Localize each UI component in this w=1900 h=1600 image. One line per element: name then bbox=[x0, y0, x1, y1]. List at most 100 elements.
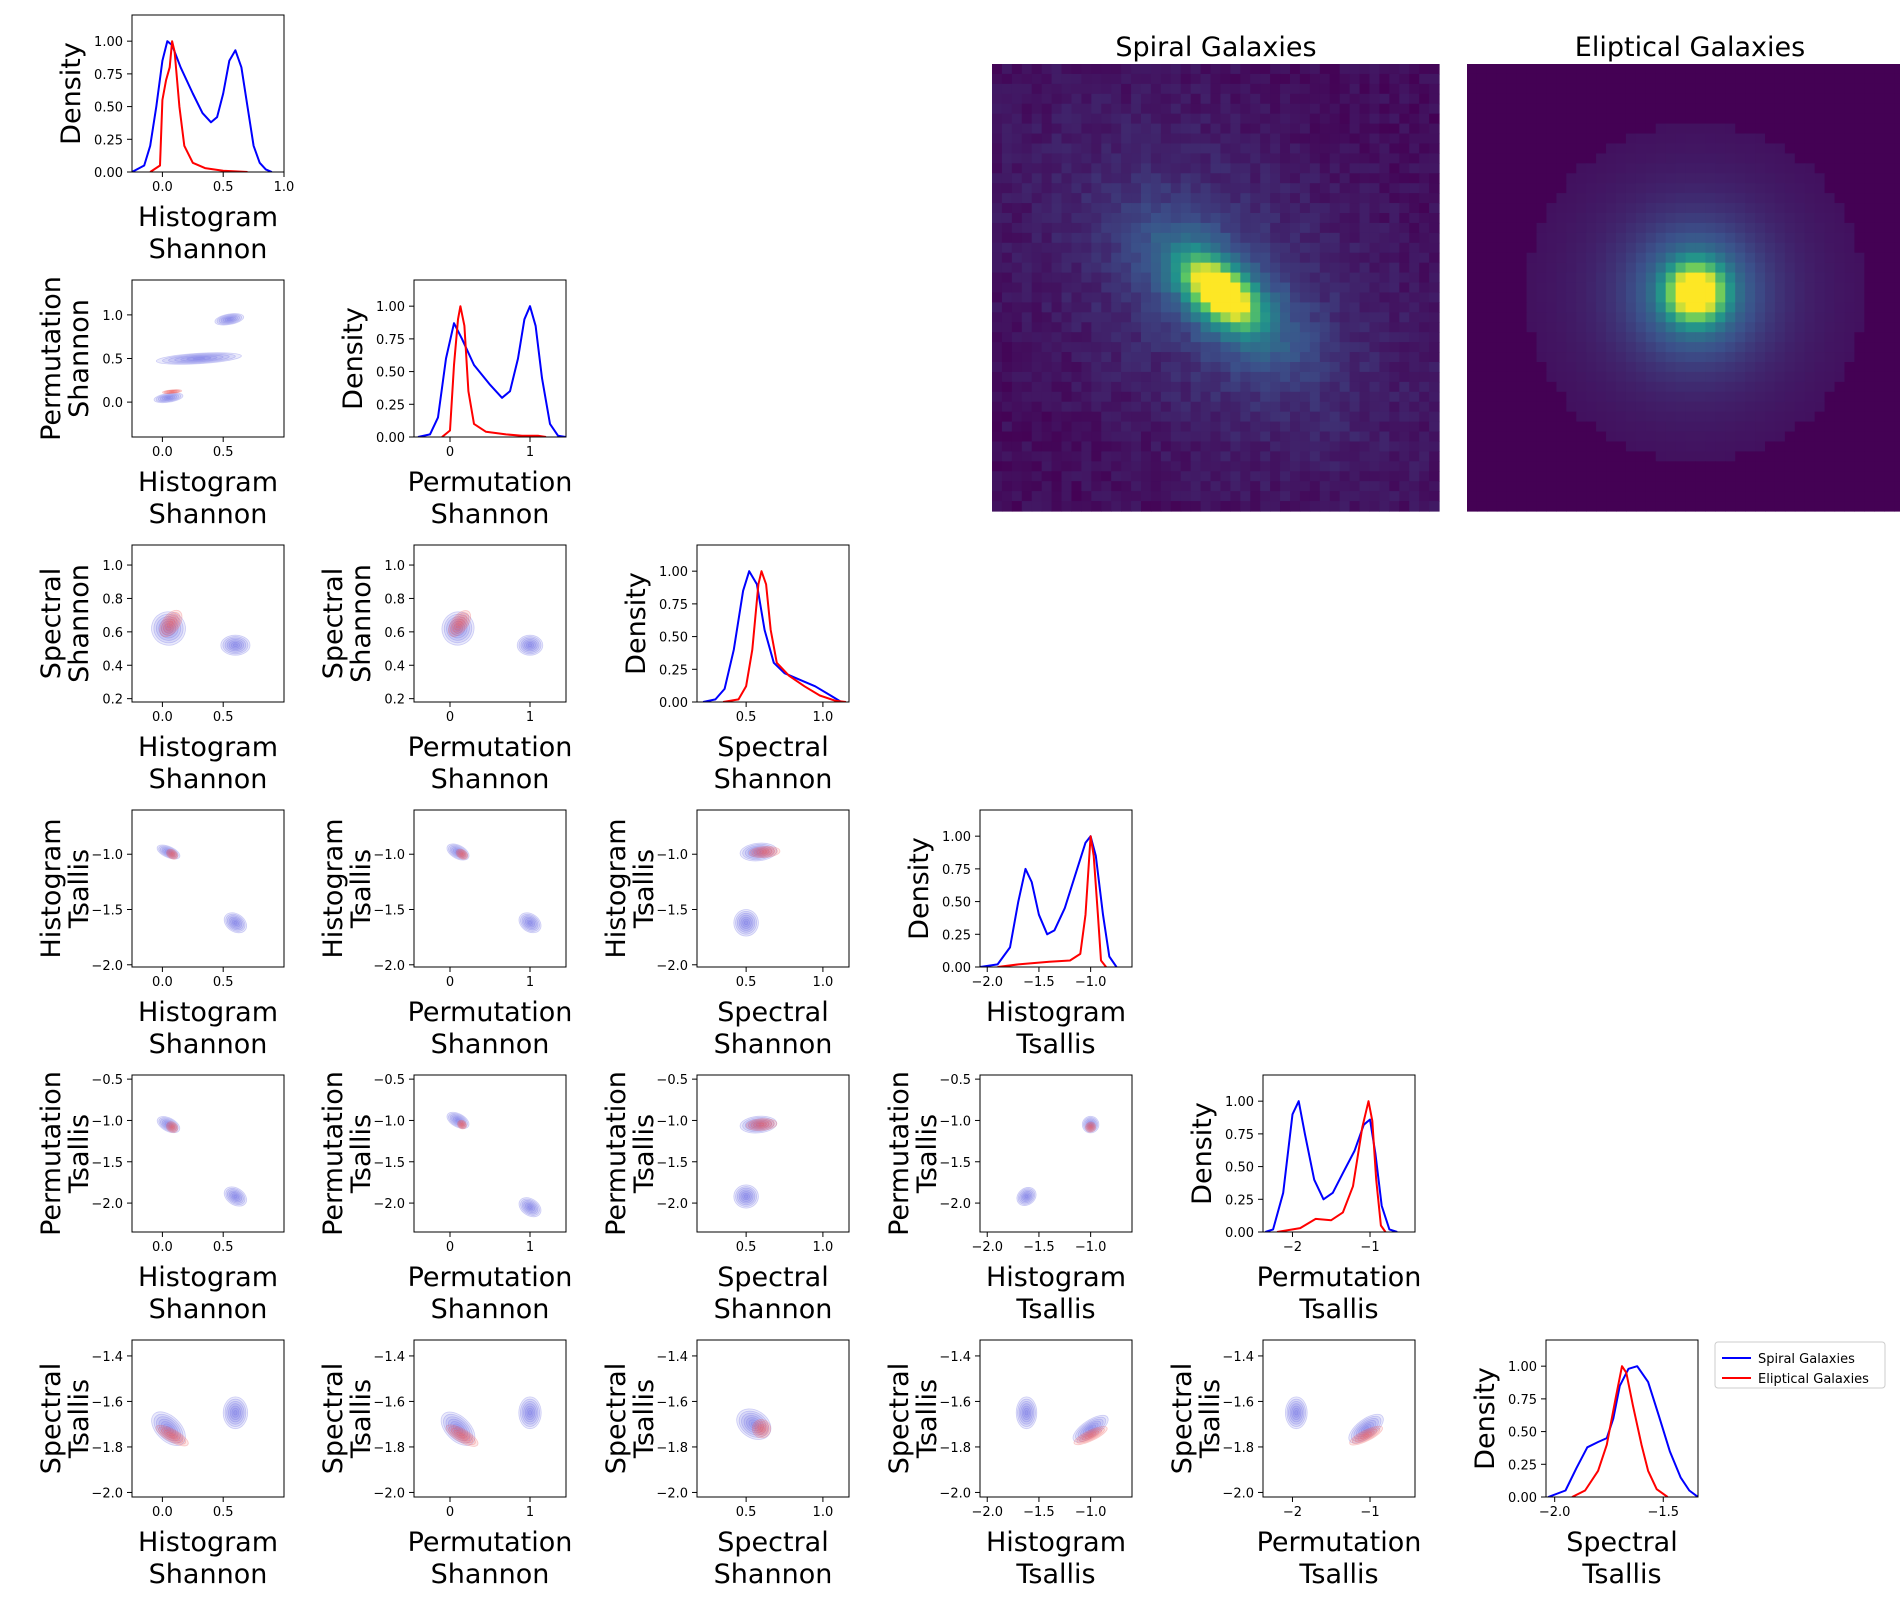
elliptical-pixel bbox=[1576, 83, 1587, 95]
spiral-pixel bbox=[1260, 222, 1271, 234]
spiral-pixel bbox=[1051, 501, 1063, 512]
elliptical-pixel bbox=[1486, 371, 1498, 383]
spiral-pixel bbox=[1280, 222, 1291, 234]
panel-r4-c1-kde-contour-spiral bbox=[454, 1117, 462, 1124]
spiral-pixel bbox=[1051, 431, 1063, 443]
spiral-pixel bbox=[1071, 501, 1082, 512]
spiral-pixel bbox=[1309, 312, 1321, 323]
spiral-pixel bbox=[1150, 153, 1162, 164]
spiral-pixel bbox=[1081, 391, 1092, 403]
spiral-pixel bbox=[1160, 431, 1172, 443]
spiral-pixel bbox=[1111, 262, 1122, 274]
spiral-pixel bbox=[1141, 143, 1152, 154]
spiral-pixel bbox=[1021, 232, 1033, 244]
spiral-pixel bbox=[1021, 302, 1033, 313]
spiral-pixel bbox=[1131, 83, 1142, 95]
elliptical-pixel bbox=[1854, 342, 1865, 353]
panel-r5-c4-ytick-label: −1.6 bbox=[1222, 1395, 1254, 1410]
spiral-pixel bbox=[1419, 441, 1430, 452]
elliptical-pixel bbox=[1705, 371, 1716, 383]
elliptical-pixel bbox=[1854, 193, 1865, 204]
elliptical-pixel bbox=[1467, 282, 1478, 294]
panel-r2-c2-ytick-label: 0.25 bbox=[659, 663, 688, 678]
elliptical-pixel bbox=[1884, 232, 1895, 244]
panel-r4-c3-kde-contour-elliptical bbox=[1087, 1124, 1094, 1131]
spiral-pixel bbox=[992, 83, 1003, 95]
spiral-pixel bbox=[1160, 411, 1172, 423]
elliptical-pixel bbox=[1616, 302, 1627, 313]
elliptical-pixel bbox=[1616, 272, 1627, 284]
elliptical-pixel bbox=[1715, 451, 1726, 462]
spiral-pixel bbox=[1111, 272, 1122, 284]
elliptical-pixel bbox=[1794, 93, 1806, 105]
panel-r4-c3-kde-contour-elliptical bbox=[1089, 1125, 1092, 1129]
elliptical-pixel bbox=[1725, 232, 1736, 244]
spiral-pixel bbox=[1329, 322, 1341, 333]
elliptical-pixel bbox=[1814, 362, 1826, 373]
panel-r4-c0-ytick-label: −1.0 bbox=[91, 1114, 123, 1129]
elliptical-pixel bbox=[1675, 332, 1687, 343]
spiral-pixel bbox=[1131, 73, 1142, 85]
spiral-pixel bbox=[1240, 451, 1251, 462]
elliptical-pixel bbox=[1665, 83, 1677, 95]
elliptical-pixel bbox=[1536, 123, 1548, 135]
elliptical-pixel bbox=[1576, 362, 1587, 373]
spiral-pixel bbox=[1250, 64, 1261, 75]
spiral-pixel bbox=[1250, 471, 1261, 482]
spiral-pixel bbox=[1290, 143, 1301, 154]
panel-r4-c3-ytick-label: −2.0 bbox=[939, 1197, 971, 1212]
spiral-pixel bbox=[1299, 242, 1311, 254]
spiral-pixel bbox=[1309, 183, 1321, 194]
elliptical-pixel bbox=[1894, 292, 1900, 303]
spiral-pixel bbox=[1349, 113, 1361, 125]
elliptical-pixel bbox=[1715, 501, 1726, 512]
spiral-pixel bbox=[1270, 123, 1281, 135]
elliptical-pixel bbox=[1665, 153, 1677, 164]
spiral-pixel bbox=[1131, 451, 1142, 462]
panel-r5-c1-kde-contour-spiral bbox=[440, 1411, 476, 1446]
spiral-pixel bbox=[992, 73, 1003, 85]
panel-r3-c2-kde-contour-elliptical bbox=[756, 848, 773, 856]
elliptical-pixel bbox=[1496, 292, 1508, 303]
elliptical-pixel bbox=[1616, 103, 1627, 115]
spiral-pixel bbox=[1270, 262, 1281, 274]
spiral-pixel bbox=[1210, 491, 1222, 502]
elliptical-pixel bbox=[1576, 64, 1587, 75]
panel-r3-c1-kde-contour-spiral bbox=[449, 845, 467, 859]
spiral-pixel bbox=[1280, 401, 1291, 413]
spiral-pixel bbox=[1071, 441, 1082, 452]
spiral-pixel bbox=[1081, 332, 1092, 343]
panel-r3-c3-ylabel: Density bbox=[904, 837, 935, 940]
spiral-pixel bbox=[1240, 471, 1251, 482]
panel-r4-c2-kde-contour-spiral bbox=[739, 1115, 778, 1134]
spiral-pixel bbox=[1200, 302, 1212, 313]
spiral-pixel bbox=[1041, 222, 1053, 234]
spiral-pixel bbox=[1160, 391, 1172, 403]
spiral-pixel bbox=[1369, 272, 1380, 284]
elliptical-pixel bbox=[1804, 481, 1816, 492]
elliptical-pixel bbox=[1725, 491, 1736, 502]
spiral-pixel bbox=[1339, 143, 1351, 154]
elliptical-pixel bbox=[1516, 153, 1528, 164]
spiral-pixel bbox=[1290, 491, 1301, 502]
spiral-pixel bbox=[1290, 173, 1301, 184]
panel-r5-c1-kde-contour-spiral bbox=[521, 1401, 539, 1425]
spiral-pixel bbox=[1240, 441, 1251, 452]
elliptical-pixel bbox=[1556, 481, 1567, 492]
panel-r4-c2-kde-contour-elliptical bbox=[753, 1121, 770, 1128]
elliptical-pixel bbox=[1784, 322, 1796, 333]
elliptical-pixel bbox=[1745, 461, 1756, 472]
panel-r4-c4-xlabel-line1: Permutation bbox=[1257, 1262, 1422, 1293]
spiral-pixel bbox=[1220, 262, 1231, 274]
elliptical-pixel bbox=[1586, 471, 1597, 482]
panel-r3-c1-kde-contour-elliptical bbox=[458, 851, 466, 858]
spiral-pixel bbox=[1319, 401, 1331, 413]
spiral-pixel bbox=[1001, 272, 1013, 284]
elliptical-pixel bbox=[1526, 292, 1538, 303]
legend: Spiral Galaxies Eliptical Galaxies bbox=[1714, 1341, 1886, 1389]
spiral-pixel bbox=[1210, 73, 1222, 85]
elliptical-pixel bbox=[1665, 163, 1677, 174]
spiral-pixel bbox=[1150, 411, 1162, 423]
elliptical-pixel bbox=[1556, 64, 1567, 75]
